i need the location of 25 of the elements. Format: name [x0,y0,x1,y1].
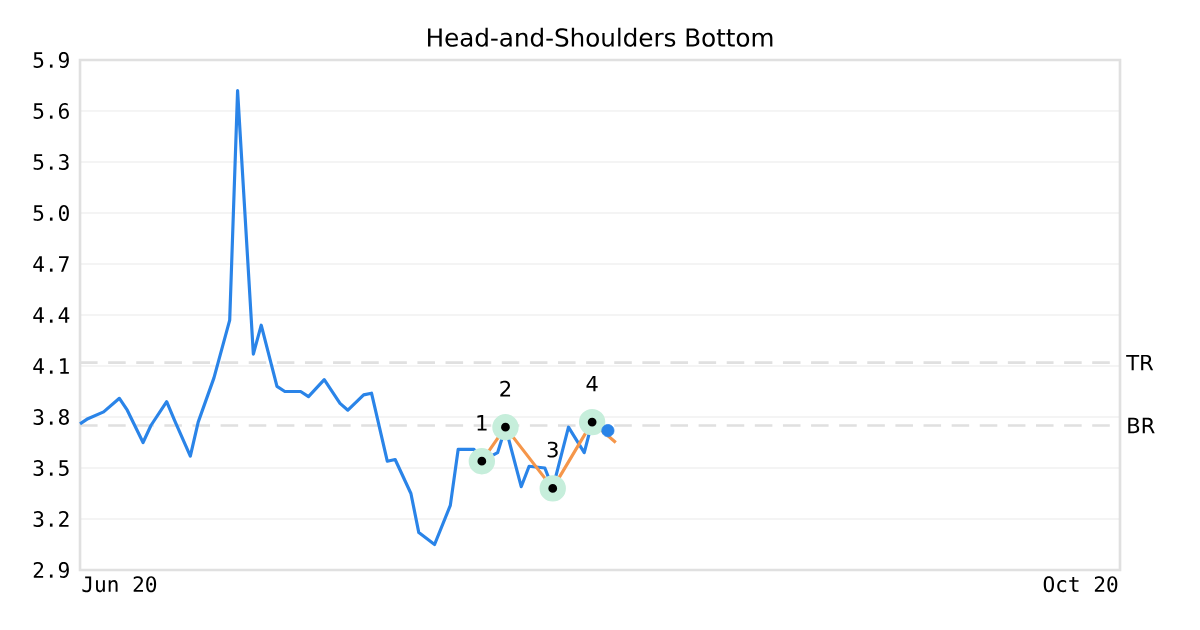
y-tick-label: 4.7 [33,256,69,272]
y-tick-label: 5.6 [33,103,69,119]
ref-line-label: BR [1128,417,1155,434]
y-tick-label: 5.3 [33,154,69,170]
y-tick-label: 4.1 [33,358,69,374]
point [539,475,566,502]
annotation: 2 [500,380,511,397]
point [468,448,496,475]
point [578,408,606,436]
y-tick-label: 3.5 [33,460,69,476]
annotation: 1 [477,415,487,431]
x-tick-label: Jun 20 [82,576,157,593]
chart-title: Head-and-Shoulders Bottom [428,27,773,47]
y-tick-label: 3.2 [33,511,69,527]
y-tick-label: 5.0 [33,205,69,221]
annotation: 4 [586,375,598,392]
y-tick-label: 5.9 [33,52,69,68]
y-tick-label: 4.4 [33,307,70,323]
y-tick-label: 2.9 [33,562,69,578]
x-tick-label: Oct 20 [1043,576,1118,593]
y-tick-label: 3.8 [33,409,69,425]
ref-line-label: TR [1126,354,1154,371]
point [601,424,615,438]
point [492,414,519,441]
annotation: 3 [547,441,558,458]
